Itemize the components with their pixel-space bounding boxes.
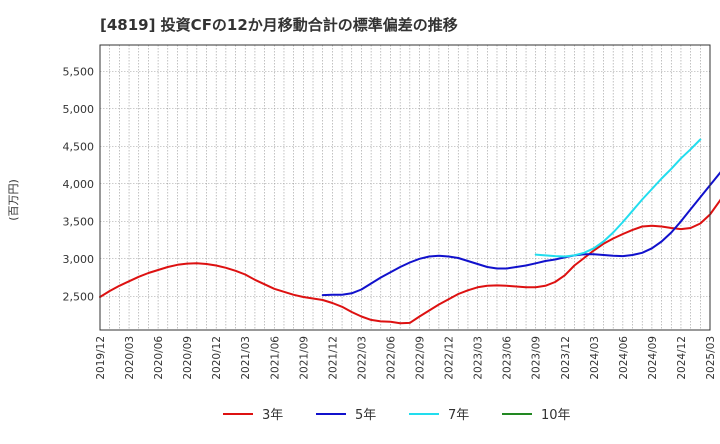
x-tick-label: 2019/12 — [95, 336, 107, 380]
x-tick-label: 2021/09 — [298, 336, 310, 380]
x-tick-label: 2022/03 — [356, 336, 368, 380]
y-tick-label: 3,500 — [63, 215, 95, 228]
legend-label-7年: 7年 — [448, 408, 469, 423]
series-line-7年 — [534, 138, 702, 258]
x-tick-label: 2020/03 — [124, 336, 136, 380]
x-tick-label: 2020/09 — [182, 336, 194, 380]
plot-area — [100, 45, 710, 330]
y-tick-label: 5,500 — [63, 65, 95, 78]
legend: 3年 5年 7年 10年 — [223, 408, 571, 423]
y-axis-label: (百万円) — [7, 179, 20, 221]
chart-title: [4819] 投資CFの12か月移動合計の標準偏差の推移 — [100, 16, 458, 34]
x-tick-label: 2020/06 — [153, 336, 165, 380]
x-tick-label: 2025/03 — [705, 336, 717, 380]
y-tick-label: 2,500 — [63, 290, 95, 303]
x-tick-label: 2021/03 — [240, 336, 252, 380]
plot-frame — [99, 44, 711, 331]
x-tick-label: 2024/12 — [676, 336, 688, 380]
series-line-3年 — [99, 198, 720, 325]
series-layer — [99, 138, 720, 325]
x-tick-label: 2022/09 — [415, 336, 427, 380]
x-tick-label: 2022/06 — [385, 336, 397, 380]
y-tick-label: 5,000 — [63, 103, 95, 116]
y-tick-label: 4,000 — [63, 178, 95, 191]
axis-layer: 2,500 3,000 3,500 4,000 4,500 5,000 5,500 2019/… — [63, 44, 717, 380]
legend-label-5年: 5年 — [355, 408, 376, 423]
x-tick-label: 2023/09 — [531, 336, 543, 380]
y-tick-label: 4,500 — [63, 140, 95, 153]
x-tick-label: 2024/06 — [618, 336, 630, 380]
x-tick-label: 2023/03 — [473, 336, 485, 380]
x-tick-label: 2021/12 — [327, 336, 339, 380]
x-tick-label: 2024/03 — [589, 336, 601, 380]
x-tick-label: 2023/06 — [502, 336, 514, 380]
grid-layer — [99, 45, 711, 330]
x-tick-label: 2020/12 — [211, 336, 223, 380]
x-tick-label: 2022/12 — [444, 336, 456, 380]
y-tick-label: 3,000 — [63, 253, 95, 266]
x-tick-label: 2024/09 — [647, 336, 659, 380]
legend-label-10年: 10年 — [541, 408, 571, 423]
series-line-5年 — [321, 171, 720, 297]
x-tick-label: 2021/06 — [269, 336, 281, 380]
legend-label-3年: 3年 — [262, 408, 283, 423]
x-tick-label: 2023/12 — [560, 336, 572, 380]
